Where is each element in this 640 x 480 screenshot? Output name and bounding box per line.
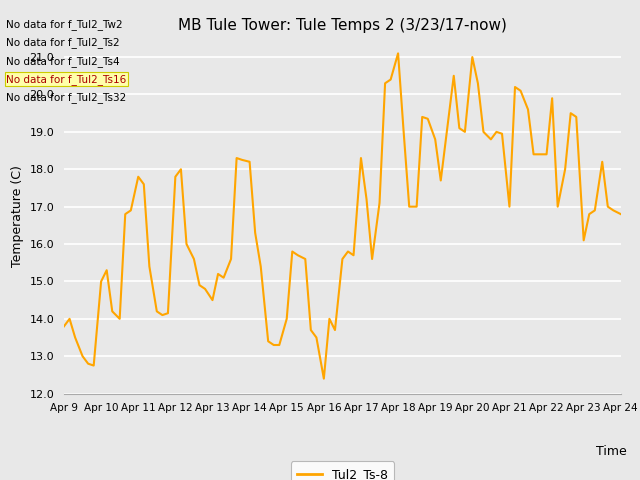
Text: No data for f_Tul2_Ts32: No data for f_Tul2_Ts32 — [6, 92, 127, 103]
Text: No data for f_Tul2_Ts2: No data for f_Tul2_Ts2 — [6, 37, 120, 48]
Text: No data for f_Tul2_Tw2: No data for f_Tul2_Tw2 — [6, 19, 123, 30]
Text: No data for f_Tul2_Ts16: No data for f_Tul2_Ts16 — [6, 74, 127, 85]
Title: MB Tule Tower: Tule Temps 2 (3/23/17-now): MB Tule Tower: Tule Temps 2 (3/23/17-now… — [178, 18, 507, 33]
Legend: Tul2_Ts-8: Tul2_Ts-8 — [291, 461, 394, 480]
Text: Time: Time — [596, 445, 627, 458]
Y-axis label: Temperature (C): Temperature (C) — [11, 165, 24, 267]
Text: No data for f_Tul2_Ts4: No data for f_Tul2_Ts4 — [6, 56, 120, 67]
